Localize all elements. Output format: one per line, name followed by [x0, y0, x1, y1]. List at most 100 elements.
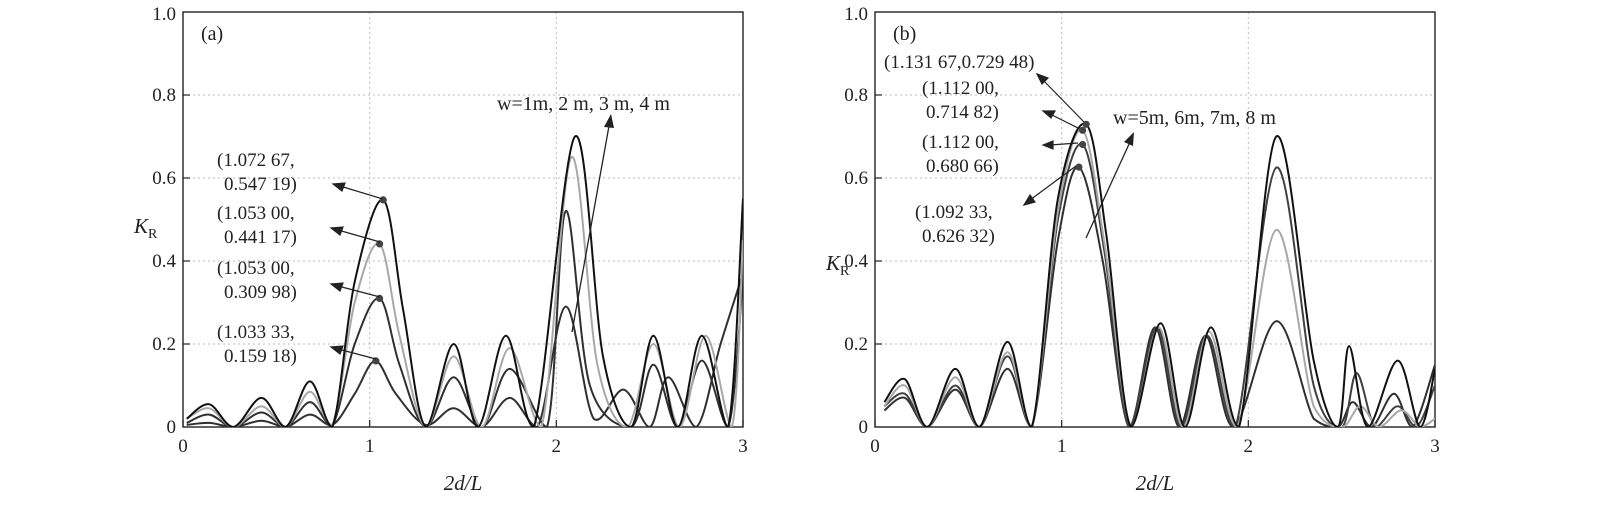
panel-a-w-label: w=1m, 2 m, 3 m, 4 m	[497, 93, 670, 115]
panel-a-annotation-arrowhead	[329, 282, 344, 292]
panel-a-annotation: (1.053 00, 0.309 98)	[217, 258, 297, 303]
panel-a-annotation-line2: 0.309 98)	[224, 282, 297, 303]
panel-b-annotation-arrowhead	[1041, 110, 1057, 119]
panel-a-annotation-arrowhead	[329, 345, 344, 355]
panel-b-annotation-arrowhead	[1041, 140, 1054, 150]
panel-b-xtick-labels: 0 1 2 3	[870, 436, 1440, 457]
panel-a-ytick-label: 0.8	[152, 85, 176, 106]
panel-a-xtick-label: 0	[178, 436, 188, 457]
panel-b-peak-marker	[1082, 120, 1090, 128]
panel-a-frame	[182, 11, 744, 428]
panel-a-annotation-line1: (1.072 67,	[217, 150, 295, 171]
panel-b-ylabel-main: K	[825, 251, 841, 275]
panel-b-annotation-arrow	[1049, 142, 1079, 146]
panel-b-annotation-line2: 0.680 66)	[926, 156, 999, 177]
panel-b-annotation-arrow	[1029, 165, 1077, 201]
panel-a-annotation-arrowhead	[329, 226, 344, 236]
panel-b-ytick-label: 0.4	[844, 251, 868, 272]
panel-b-ytick-label: 1.0	[844, 4, 868, 25]
panel-b-ylabel: KR	[825, 251, 850, 279]
panel-b-annotation: (1.112 00, 0.680 66)	[922, 132, 999, 177]
panel-a-ytick-label: 0	[167, 417, 177, 438]
panel-a-ytick-labels: 0 0.2 0.4 0.6 0.8 1.0	[152, 4, 176, 438]
panel-a: 0 1 2 3 0 0.2 0.4 0.6 0.8 1.0 2d/L KR (a…	[133, 4, 748, 495]
panel-a-xtick-labels: 0 1 2 3	[178, 436, 748, 457]
panel-a-w-arrowhead	[604, 114, 614, 128]
panel-a-annotation-arrow	[337, 229, 381, 243]
panel-a-annotations: (1.072 67, 0.547 19) (1.053 00, 0.441 17) …	[217, 150, 297, 367]
panel-b-tag: (b)	[893, 23, 916, 45]
panel-b-xtick-label: 3	[1430, 436, 1440, 457]
panel-a-xtick-label: 1	[365, 436, 375, 457]
panel-a-xtick-label: 3	[738, 436, 748, 457]
panel-a-series-w3	[186, 156, 743, 427]
panel-b-annotation-arrow	[1042, 79, 1085, 123]
panel-a-annotation-line2: 0.441 17)	[224, 227, 297, 248]
panel-b-ytick-labels: 0 0.2 0.4 0.6 0.8 1.0	[844, 4, 868, 438]
panel-a-peak-marker	[376, 240, 384, 248]
panel-b-y-ticks	[875, 94, 882, 345]
panel-b-w-arrowhead	[1124, 132, 1134, 146]
panel-a-peak-marker	[379, 196, 387, 204]
panel-a-annotation-line1: (1.033 33,	[217, 322, 295, 343]
panel-a-ytick-label: 0.4	[152, 251, 176, 272]
panel-a-ytick-label: 0.2	[152, 334, 176, 355]
panel-b-annotation: (1.092 33, 0.626 32)	[915, 202, 995, 247]
panel-b-peak-marker	[1075, 163, 1083, 171]
panel-b-annotation-line1: (1.092 33,	[915, 202, 993, 223]
panel-a-ylabel-main: K	[133, 214, 149, 238]
panel-b-peak-marker	[1079, 140, 1087, 149]
panel-b-ytick-label: 0.6	[844, 168, 868, 189]
panel-b-annotation-arrowhead	[1022, 193, 1036, 206]
panel-b-series-group	[883, 122, 1435, 427]
panel-b-frame	[874, 11, 1436, 428]
panel-b-series-w6	[883, 142, 1435, 427]
panel-a-ylabel-sub: R	[148, 227, 158, 242]
panel-b-ytick-label: 0.8	[844, 85, 868, 106]
panel-a-annotation-line2: 0.159 18)	[224, 346, 297, 367]
panel-a-xlabel: 2d/L	[444, 471, 483, 495]
panel-b-xtick-label: 0	[870, 436, 880, 457]
panel-b-ylabel-sub: R	[840, 264, 850, 279]
panel-a-tag: (a)	[201, 23, 223, 45]
panel-b-xlabel: 2d/L	[1136, 471, 1175, 495]
panel-a-xtick-label: 2	[552, 436, 562, 457]
panel-a-annotation-line1: (1.053 00,	[217, 203, 295, 224]
panel-a-annotation-line2: 0.547 19)	[224, 174, 297, 195]
panel-a-series-w4	[186, 135, 743, 427]
panel-a-w-arrow	[571, 125, 610, 333]
panel-b-x-ticks	[874, 420, 1436, 427]
panel-a-ylabel: KR	[133, 214, 158, 242]
panel-b-xtick-label: 1	[1057, 436, 1067, 457]
panel-b-annotation-line2: 0.714 82)	[926, 102, 999, 123]
panel-b-annotation-arrows	[1022, 72, 1085, 206]
panel-a-annotation-arrow	[337, 348, 377, 360]
panel-a-annotation: (1.072 67, 0.547 19)	[217, 150, 297, 195]
panel-b-annotations: (1.131 67,0.729 48) (1.112 00, 0.714 82) …	[884, 52, 1034, 247]
panel-a-annotation-arrow	[337, 285, 381, 298]
panel-a-annotation-arrows	[329, 182, 384, 360]
panel-b-w-label: w=5m, 6m, 7m, 8 m	[1113, 107, 1276, 129]
panel-a-x-ticks	[182, 420, 744, 427]
panel-b-annotation-line2: 0.626 32)	[922, 226, 995, 247]
panel-a-annotation-arrow	[339, 185, 384, 200]
panel-a-series-group	[186, 135, 743, 427]
panel-b-series-w8	[883, 122, 1435, 427]
panel-b-ytick-label: 0	[859, 417, 869, 438]
panel-a-ytick-label: 0.6	[152, 168, 176, 189]
panel-b-xtick-label: 2	[1244, 436, 1254, 457]
panel-a-annotation: (1.033 33, 0.159 18)	[217, 322, 297, 367]
panel-b-ytick-label: 0.2	[844, 334, 868, 355]
panel-b-w-arrow	[1085, 141, 1131, 239]
panel-b-peak-marker	[1079, 126, 1087, 134]
panel-a-annotation: (1.053 00, 0.441 17)	[217, 203, 297, 248]
panel-b-annotation-line1: (1.131 67,0.729 48)	[884, 52, 1034, 73]
panel-b-annotation-arrow	[1049, 113, 1079, 129]
panel-b-annotation-line1: (1.112 00,	[922, 78, 999, 99]
panel-a-y-ticks	[183, 94, 190, 345]
panel-a-annotation-line1: (1.053 00,	[217, 258, 295, 279]
panel-a-ytick-label: 1.0	[152, 4, 176, 25]
panel-b-annotation-line1: (1.112 00,	[922, 132, 999, 153]
panel-b-annotation-arrowhead	[1035, 72, 1050, 86]
